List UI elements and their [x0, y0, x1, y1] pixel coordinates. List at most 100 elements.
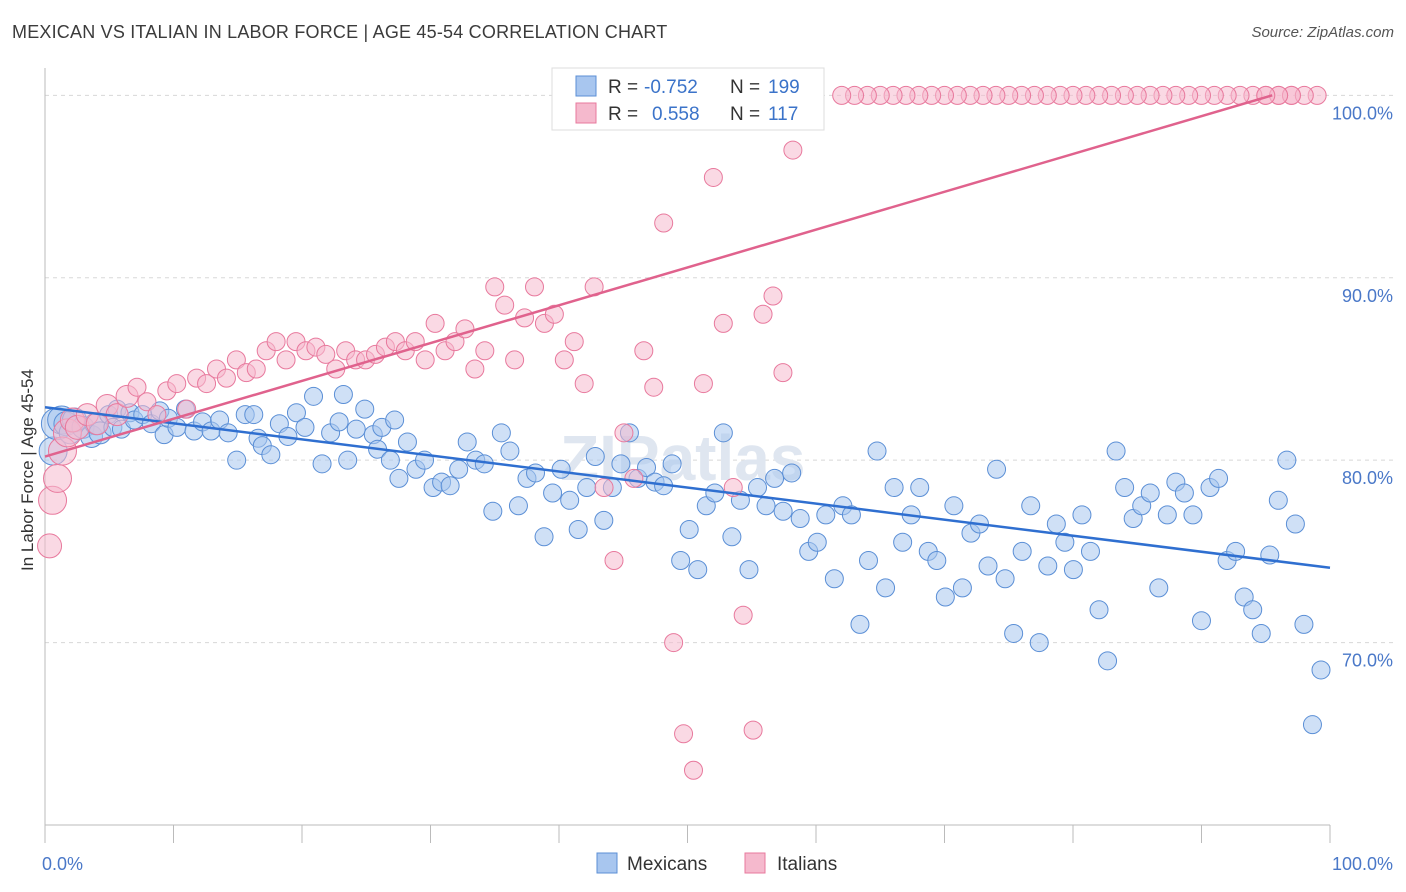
mexicans-point — [756, 496, 776, 516]
legend-n-value: 199 — [768, 77, 800, 98]
italians-trend-line — [44, 94, 1273, 458]
italians-point — [634, 341, 654, 361]
legend-r-value: 0.558 — [652, 104, 700, 125]
y-tick-label: 90.0% — [1342, 286, 1393, 306]
mexicans-point — [995, 569, 1015, 589]
mexicans-point — [824, 569, 844, 589]
mexicans-point — [987, 459, 1007, 479]
mexicans-point — [491, 423, 511, 443]
mexicans-point — [508, 496, 528, 516]
mexicans-point — [457, 432, 477, 452]
mexicans-point — [500, 441, 520, 461]
italians-point — [644, 377, 664, 397]
mexicans-point — [782, 463, 802, 483]
mexicans-point — [662, 454, 682, 474]
bottom-legend-label-italians: Italians — [777, 854, 837, 875]
italians-point — [37, 533, 63, 559]
mexicans-point — [218, 423, 238, 443]
mexicans-point — [397, 432, 417, 452]
legend-r-label: R = — [608, 104, 638, 125]
mexicans-point — [1029, 633, 1049, 653]
mexicans-point — [1311, 660, 1331, 680]
legend-r-value: -0.752 — [644, 77, 698, 98]
source-credit: Source: ZipAtlas.com — [1251, 24, 1394, 41]
mexicans-point — [1209, 468, 1229, 488]
mexicans-point — [748, 478, 768, 498]
mexicans-point — [1294, 614, 1314, 634]
mexicans-point — [333, 385, 353, 405]
mexicans-point — [850, 614, 870, 634]
chart-title: MEXICAN VS ITALIAN IN LABOR FORCE | AGE … — [12, 22, 668, 42]
mexicans-point — [637, 457, 657, 477]
mexicans-point — [1080, 541, 1100, 561]
mexicans-point — [739, 560, 759, 580]
italians-point — [216, 368, 236, 388]
mexicans-point — [679, 519, 699, 539]
mexicans-point — [705, 483, 725, 503]
mexicans-point — [380, 450, 400, 470]
mexicans-point — [355, 399, 375, 419]
mexicans-point — [227, 450, 247, 470]
mexicans-point — [1089, 600, 1109, 620]
mexicans-point — [1012, 541, 1032, 561]
mexicans-point — [449, 459, 469, 479]
mexicans-point — [385, 410, 405, 430]
italians-point — [664, 633, 684, 653]
italians-point — [614, 423, 634, 443]
italians-point — [674, 724, 694, 744]
mexicans-trend-line — [44, 406, 1331, 570]
mexicans-point — [1243, 600, 1263, 620]
mexicans-point — [876, 578, 896, 598]
italians-point — [654, 213, 674, 233]
mexicans-point — [1140, 483, 1160, 503]
mexicans-point — [952, 578, 972, 598]
italians-point — [415, 350, 435, 370]
x-tick-labels: 0.0% 100.0% — [42, 854, 1393, 874]
italians-point — [554, 350, 574, 370]
bottom-legend-swatch-mexicans — [596, 852, 618, 874]
italians-point — [743, 720, 763, 740]
italians-point — [604, 551, 624, 571]
italians-point — [167, 374, 187, 394]
mexicans-point — [1191, 611, 1211, 631]
mexicans-point — [543, 483, 563, 503]
y-tick-labels: 70.0% 80.0% 90.0% 100.0% — [1332, 103, 1393, 670]
mexicans-point — [440, 476, 460, 496]
italians-point — [246, 359, 266, 379]
italians-point — [624, 468, 644, 488]
italians-point — [693, 374, 713, 394]
italians-point — [276, 350, 296, 370]
mexicans-point — [1277, 450, 1297, 470]
italians-point — [703, 167, 723, 187]
italians-point — [425, 313, 445, 333]
italians-point — [475, 341, 495, 361]
y-axis-label: In Labor Force | Age 45-54 — [18, 369, 37, 571]
italians-point — [43, 463, 73, 493]
legend-n-label: N = — [730, 104, 760, 125]
trend-lines — [44, 94, 1331, 570]
italians-point — [505, 350, 525, 370]
mexicans-point — [1021, 496, 1041, 516]
bottom-legend-label-mexicans: Mexicans — [627, 854, 707, 875]
mexicans-point — [295, 417, 315, 437]
mexicans-point — [884, 478, 904, 498]
mexicans-point — [867, 441, 887, 461]
italians-point — [544, 304, 564, 324]
mexicans-point — [312, 454, 332, 474]
mexicans-point — [346, 419, 366, 439]
mexicans-point — [841, 505, 861, 525]
mexicans-point — [483, 501, 503, 521]
mexicans-point — [978, 556, 998, 576]
mexicans-point — [1149, 578, 1169, 598]
mexicans-point — [611, 454, 631, 474]
mexicans-point — [671, 551, 691, 571]
y-tick-label: 80.0% — [1342, 468, 1393, 488]
italians-point — [485, 277, 505, 297]
italians-point — [574, 374, 594, 394]
mexicans-point — [1072, 505, 1092, 525]
legend-swatch-italians — [575, 102, 597, 124]
mexicans-point — [1174, 483, 1194, 503]
italians-points — [37, 85, 1327, 780]
italians-point — [127, 377, 147, 397]
mexicans-point — [594, 510, 614, 530]
